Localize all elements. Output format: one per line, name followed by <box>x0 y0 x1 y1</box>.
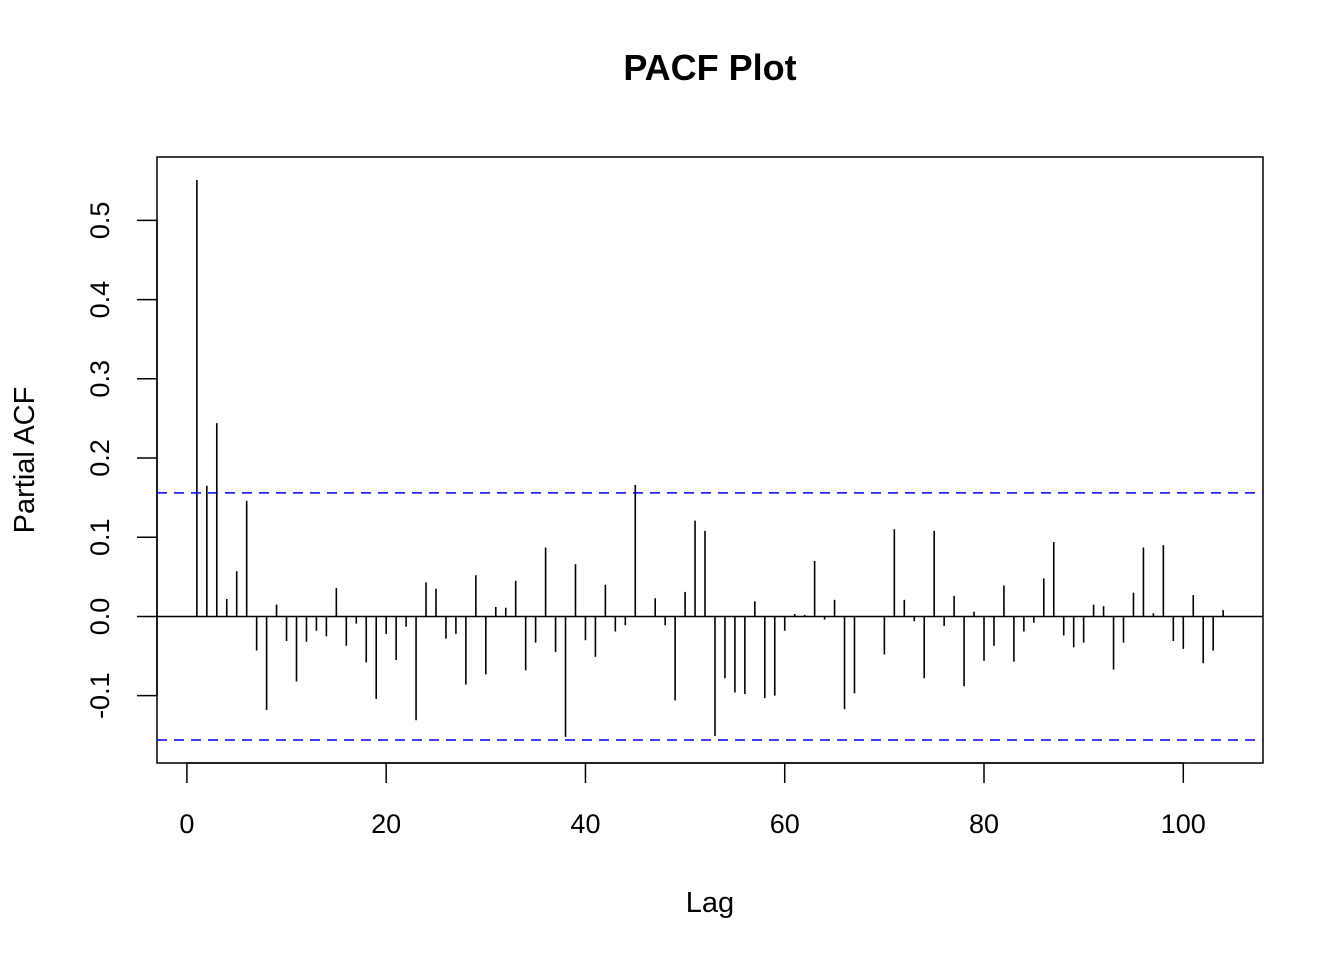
chart-title: PACF Plot <box>623 47 796 88</box>
y-tick-label: -0.1 <box>85 672 115 719</box>
x-axis-label: Lag <box>686 887 734 919</box>
y-tick-label: 0.4 <box>85 281 115 319</box>
y-axis: -0.1 0.0 0.1 0.2 0.3 0.4 0.5 <box>85 202 158 719</box>
pacf-bars <box>196 179 1224 737</box>
y-axis-label: Partial ACF <box>9 387 41 534</box>
y-tick-label: 0.0 <box>85 598 115 636</box>
y-tick-label: 0.2 <box>85 439 115 477</box>
y-tick-label: 0.5 <box>85 202 115 240</box>
x-tick-label: 60 <box>770 809 800 839</box>
x-tick-label: 40 <box>570 809 600 839</box>
x-tick-label: 80 <box>969 809 999 839</box>
x-tick-label: 100 <box>1161 809 1206 839</box>
x-axis: 0 20 40 60 80 100 <box>179 762 1206 839</box>
y-tick-label: 0.3 <box>85 360 115 398</box>
x-tick-label: 0 <box>179 809 194 839</box>
plot-frame <box>156 156 1264 764</box>
y-tick-label: 0.1 <box>85 518 115 556</box>
x-tick-label: 20 <box>371 809 401 839</box>
